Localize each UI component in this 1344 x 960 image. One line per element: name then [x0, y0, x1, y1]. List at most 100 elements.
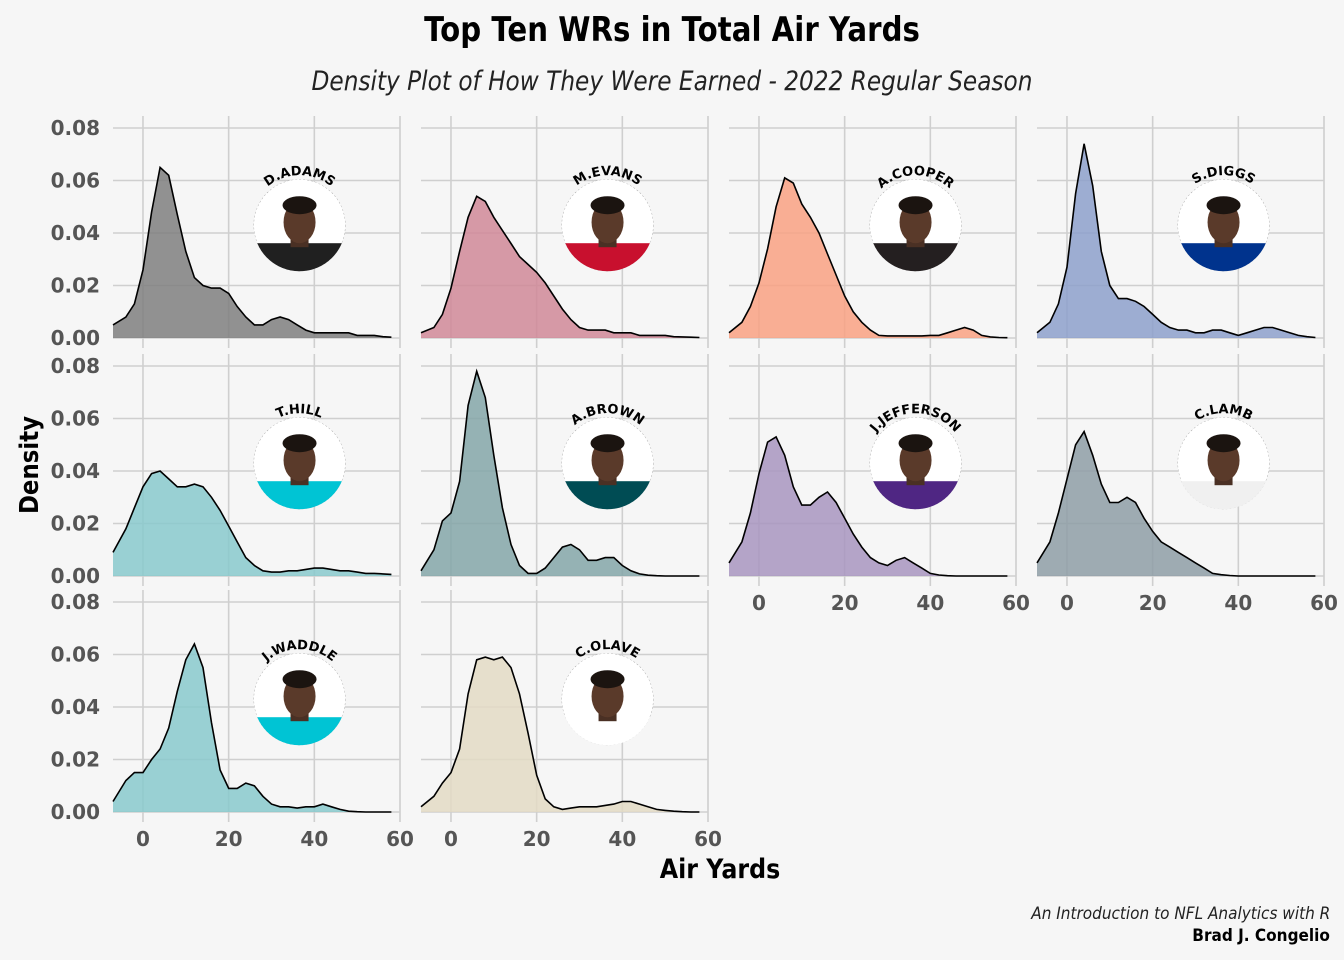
density-line: [112, 470, 392, 576]
density-line: [420, 368, 700, 577]
player-name-label: T.HILL: [274, 402, 325, 422]
jersey: [869, 243, 962, 272]
density-area: [421, 196, 700, 338]
y-tick-label: 0.08: [51, 590, 100, 614]
y-tick-label: 0.04: [51, 459, 100, 483]
density-area: [729, 436, 1008, 576]
jersey: [561, 717, 654, 746]
player-headshot: [869, 417, 962, 510]
x-tick-label: 60: [386, 827, 414, 851]
jersey: [253, 717, 346, 746]
player-headshot: [253, 179, 346, 272]
y-tick-label: 0.00: [51, 564, 100, 588]
density-line: [728, 435, 1008, 577]
jersey: [253, 481, 346, 510]
density-line: [728, 176, 1008, 339]
x-tick-label: 20: [523, 827, 551, 851]
player-headshot: [1177, 417, 1270, 510]
chart-title: Top Ten WRs in Total Air Yards: [424, 10, 920, 50]
density-area: [113, 167, 392, 338]
density-area: [421, 657, 700, 812]
facet-panel-a-brown: A.BROWN: [420, 354, 709, 586]
x-tick-label: 40: [916, 591, 944, 615]
x-tick-label: 60: [1002, 591, 1030, 615]
x-tick-label: 0: [752, 591, 766, 615]
y-tick-label: 0.06: [51, 169, 100, 193]
x-tick-label: 20: [1139, 591, 1167, 615]
y-tick-label: 0.06: [51, 643, 100, 667]
density-area: [113, 471, 392, 576]
facet-panel-a-cooper: A.COOPER: [728, 116, 1017, 348]
density-line: [1036, 429, 1316, 577]
facet-panel-c-lamb: C.LAMB 0 20 40 60: [1036, 354, 1338, 615]
hair: [1206, 434, 1241, 453]
density-area: [421, 371, 700, 576]
x-tick-label: 20: [831, 591, 859, 615]
x-axis-label: Air Yards: [659, 854, 781, 885]
y-tick-label: 0.00: [51, 326, 100, 350]
hair: [1206, 196, 1241, 215]
x-tick-label: 0: [444, 827, 458, 851]
hair: [282, 196, 317, 215]
density-area: [113, 644, 392, 812]
hair: [898, 434, 933, 453]
density-line: [420, 195, 700, 339]
y-tick-label: 0.08: [51, 354, 100, 378]
caption-book: An Introduction to NFL Analytics with R: [1030, 904, 1330, 924]
jersey: [561, 243, 654, 272]
player-headshot: [561, 417, 654, 510]
x-tick-label: 20: [215, 827, 243, 851]
facet-panel-t-hill: T.HILL 0.00 0.02 0.04 0.06 0.08: [51, 354, 401, 588]
hair: [590, 434, 625, 453]
player-headshot: [253, 417, 346, 510]
y-tick-label: 0.00: [51, 800, 100, 824]
x-tick-label: 40: [608, 827, 636, 851]
player-name-label: C.OLAVE: [573, 638, 642, 662]
jersey: [1177, 243, 1270, 272]
x-tick-label: 40: [1224, 591, 1252, 615]
hair: [282, 434, 317, 453]
density-area: [1037, 431, 1316, 576]
x-tick-label: 40: [300, 827, 328, 851]
jersey: [869, 481, 962, 510]
density-line: [420, 656, 700, 813]
y-tick-label: 0.02: [51, 512, 100, 536]
x-tick-label: 0: [1060, 591, 1074, 615]
hair: [590, 196, 625, 215]
player-headshot: [253, 653, 346, 746]
facet-panel-m-evans: M.EVANS: [420, 116, 709, 348]
y-tick-label: 0.06: [51, 407, 100, 431]
jersey: [253, 243, 346, 272]
y-tick-label: 0.08: [51, 116, 100, 140]
player-headshot: [561, 653, 654, 746]
density-line: [112, 642, 392, 813]
player-headshot: [869, 179, 962, 272]
x-tick-label: 60: [1310, 591, 1338, 615]
density-area: [729, 177, 1008, 338]
hair: [590, 670, 625, 689]
facet-panel-s-diggs: S.DIGGS: [1036, 116, 1325, 348]
y-tick-label: 0.02: [51, 748, 100, 772]
y-tick-label: 0.02: [51, 274, 100, 298]
chart-subtitle: Density Plot of How They Were Earned - 2…: [311, 66, 1033, 97]
player-headshot: [1177, 179, 1270, 272]
hair: [282, 670, 317, 689]
y-axis-label: Density: [15, 415, 45, 515]
hair: [898, 196, 933, 215]
y-tick-label: 0.04: [51, 695, 100, 719]
caption-author: Brad J. Congelio: [1192, 926, 1330, 946]
player-name-label: S.DIGGS: [1190, 164, 1258, 187]
player-name-label: C.LAMB: [1192, 402, 1255, 424]
y-tick-label: 0.04: [51, 221, 100, 245]
jersey: [1177, 481, 1270, 510]
jersey: [561, 481, 654, 510]
x-tick-label: 0: [136, 827, 150, 851]
x-tick-label: 60: [694, 827, 722, 851]
facet-panel-c-olave: C.OLAVE 0 20 40 60: [420, 590, 722, 851]
player-headshot: [561, 179, 654, 272]
density-line: [112, 165, 392, 338]
density-area: [1037, 143, 1316, 338]
